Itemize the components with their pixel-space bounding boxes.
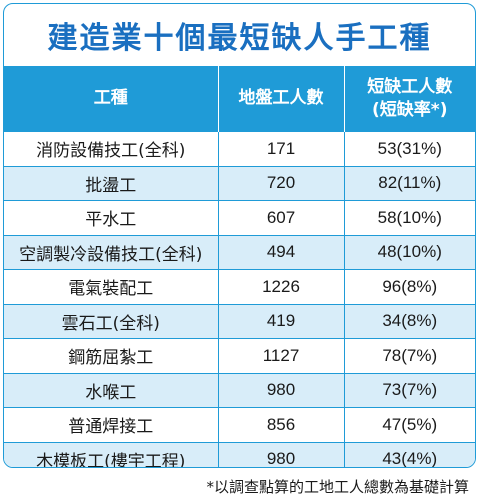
workers-cell: 856 xyxy=(218,407,345,442)
table-row: 木模板工(樓宇工程) 980 43(4%) xyxy=(4,441,475,467)
trade-cell: 空調製冷設備技工(全科) xyxy=(4,234,219,270)
trade-cell: 批盪工 xyxy=(4,165,219,201)
header-shortage: 短缺工人數 (短缺率*) xyxy=(344,66,475,132)
header-shortage-line1: 短缺工人數 xyxy=(367,77,453,98)
shortage-cell: 82(11%) xyxy=(344,165,475,201)
table-card: 建造業十個最短缺人手工種 工種 地盤工人數 短缺工人數 (短缺率*) 消防設備技… xyxy=(3,3,476,468)
table-body: 消防設備技工(全科) 171 53(31%) 批盪工 720 82(11%) 平… xyxy=(4,131,475,467)
shortage-cell: 73(7%) xyxy=(344,372,475,408)
header-shortage-line2: (短缺率*) xyxy=(372,99,448,120)
trade-cell: 普通焊接工 xyxy=(4,407,219,442)
trade-cell: 平水工 xyxy=(4,200,219,235)
header-trade: 工種 xyxy=(4,66,219,132)
workers-cell: 720 xyxy=(218,165,345,201)
workers-cell: 171 xyxy=(218,131,345,166)
table-row: 平水工 607 58(10%) xyxy=(4,200,475,235)
workers-cell: 494 xyxy=(218,234,345,270)
table-row: 批盪工 720 82(11%) xyxy=(4,165,475,201)
shortage-cell: 96(8%) xyxy=(344,269,475,304)
shortage-cell: 43(4%) xyxy=(344,441,475,467)
workers-cell: 419 xyxy=(218,303,345,339)
shortage-cell: 34(8%) xyxy=(344,303,475,339)
shortage-table: 工種 地盤工人數 短缺工人數 (短缺率*) 消防設備技工(全科) 171 53(… xyxy=(4,66,475,467)
table-row: 水喉工 980 73(7%) xyxy=(4,372,475,408)
workers-cell: 980 xyxy=(218,441,345,467)
shortage-cell: 58(10%) xyxy=(344,200,475,235)
table-header: 工種 地盤工人數 短缺工人數 (短缺率*) xyxy=(4,66,475,132)
trade-cell: 消防設備技工(全科) xyxy=(4,131,219,166)
workers-cell: 607 xyxy=(218,200,345,235)
table-row: 電氣裝配工 1226 96(8%) xyxy=(4,269,475,304)
trade-cell: 雲石工(全科) xyxy=(4,303,219,339)
table-row: 鋼筋屈紮工 1127 78(7%) xyxy=(4,338,475,373)
table-row: 雲石工(全科) 419 34(8%) xyxy=(4,303,475,339)
header-workers: 地盤工人數 xyxy=(218,66,345,132)
trade-cell: 鋼筋屈紮工 xyxy=(4,338,219,373)
shortage-cell: 53(31%) xyxy=(344,131,475,166)
table-row: 空調製冷設備技工(全科) 494 48(10%) xyxy=(4,234,475,270)
trade-cell: 電氣裝配工 xyxy=(4,269,219,304)
trade-cell: 水喉工 xyxy=(4,372,219,408)
table-row: 普通焊接工 856 47(5%) xyxy=(4,407,475,442)
workers-cell: 980 xyxy=(218,372,345,408)
page-title: 建造業十個最短缺人手工種 xyxy=(47,21,432,56)
table-row: 消防設備技工(全科) 171 53(31%) xyxy=(4,131,475,166)
workers-cell: 1226 xyxy=(218,269,345,304)
shortage-cell: 47(5%) xyxy=(344,407,475,442)
trade-cell: 木模板工(樓宇工程) xyxy=(4,441,219,467)
footnote: *以調查點算的工地工人總數為基礎計算 xyxy=(206,478,469,496)
workers-cell: 1127 xyxy=(218,338,345,373)
shortage-cell: 48(10%) xyxy=(344,234,475,270)
shortage-cell: 78(7%) xyxy=(344,338,475,373)
